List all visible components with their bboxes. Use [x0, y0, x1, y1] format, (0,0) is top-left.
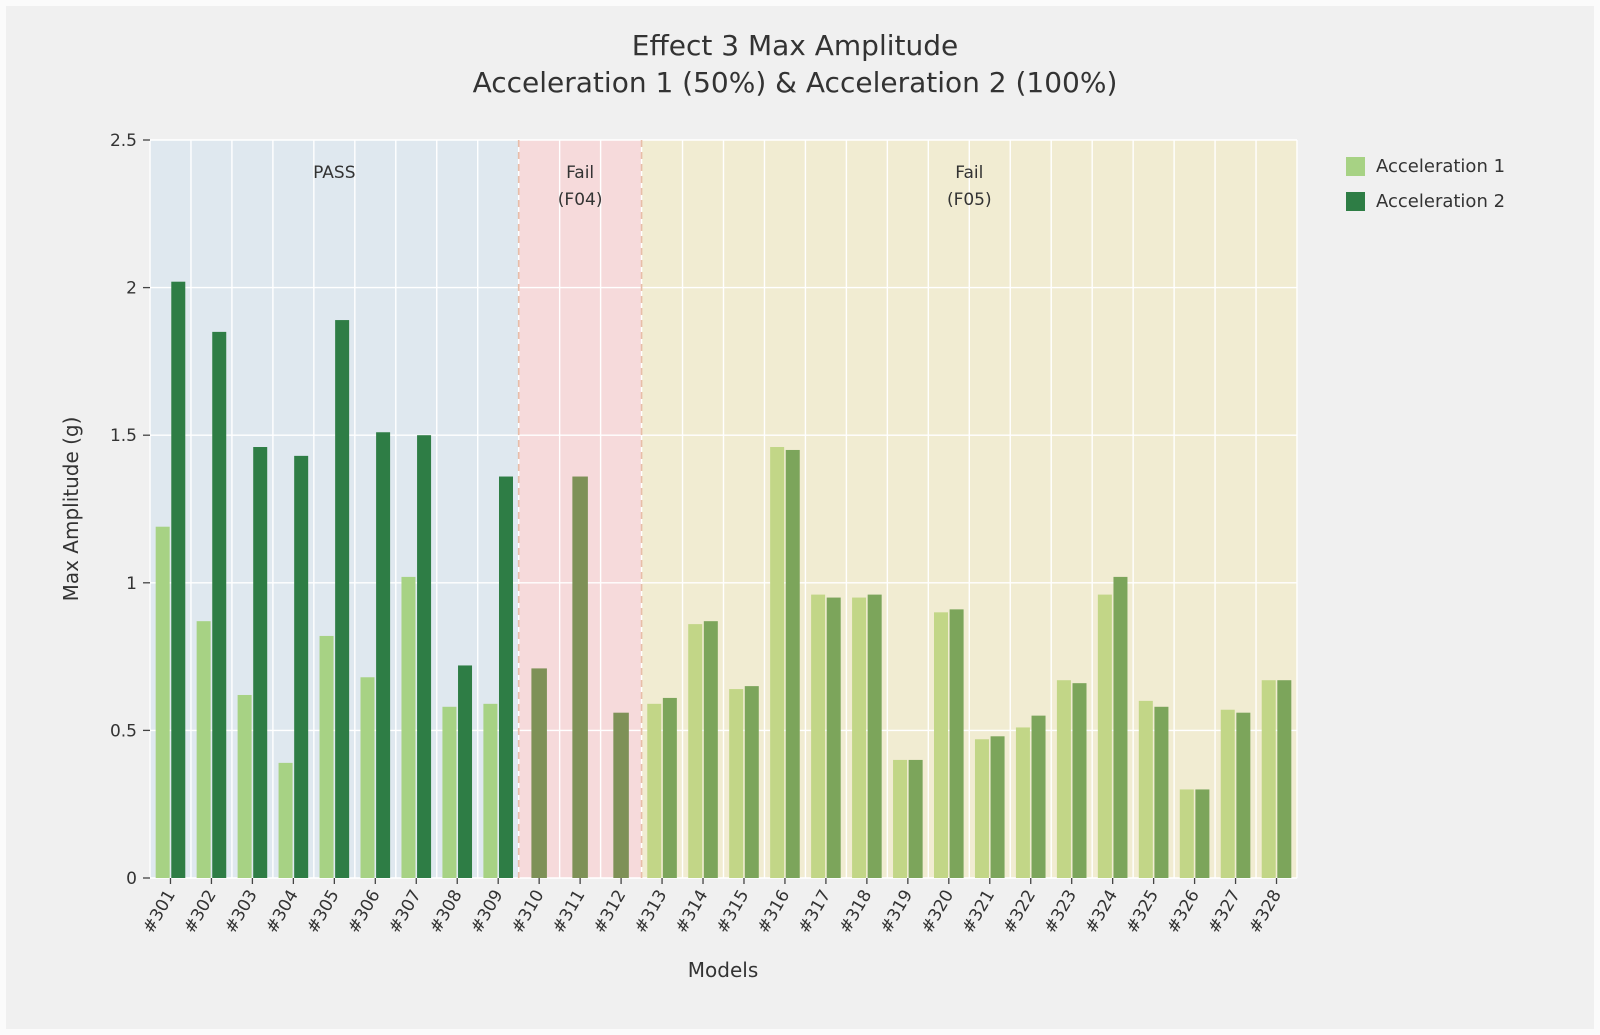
zone-label: PASS [313, 163, 355, 183]
bar-acceleration1-320 [934, 612, 949, 878]
y-tick-label: 1.5 [110, 426, 137, 446]
bar-acceleration2-303 [253, 447, 268, 878]
bar-acceleration2-315 [744, 686, 759, 878]
bar-acceleration1-301 [155, 526, 170, 878]
bar-acceleration1-328 [1261, 680, 1276, 878]
bar-acceleration1-317 [811, 594, 826, 878]
bar-acceleration1-302 [196, 621, 211, 878]
bar-acceleration1-314 [688, 624, 703, 878]
bar-acceleration1-321 [974, 739, 989, 878]
bar-acceleration1-325 [1138, 700, 1153, 878]
bar-acceleration1-305 [319, 635, 334, 878]
zone-background-pass [150, 140, 519, 878]
legend-swatch-acceleration-2 [1346, 192, 1365, 211]
bar-acceleration2-316 [785, 449, 800, 878]
bar-acceleration2-324 [1113, 576, 1128, 878]
bar-acceleration2-312 [613, 712, 629, 878]
bar-acceleration2-319 [908, 759, 923, 878]
bar-acceleration1-319 [893, 759, 908, 878]
bar-acceleration2-328 [1277, 680, 1292, 878]
bar-acceleration1-323 [1056, 680, 1071, 878]
zone-sublabel: (F05) [947, 190, 992, 210]
bar-acceleration2-308 [458, 665, 473, 878]
bar-acceleration2-313 [662, 697, 677, 878]
bar-acceleration1-318 [852, 597, 867, 878]
bar-acceleration1-303 [237, 694, 252, 878]
y-axis-label: Max Amplitude (g) [59, 417, 83, 602]
bar-acceleration1-306 [360, 677, 375, 878]
bar-acceleration1-307 [401, 576, 416, 878]
bar-acceleration2-327 [1236, 712, 1251, 878]
bar-acceleration2-304 [294, 455, 309, 878]
legend-label-acceleration-1: Acceleration 1 [1376, 156, 1505, 177]
bar-acceleration1-324 [1097, 594, 1112, 878]
y-tick-label: 0 [126, 869, 137, 889]
bar-acceleration2-306 [376, 432, 391, 878]
bar-acceleration2-318 [867, 594, 882, 878]
bar-acceleration2-326 [1195, 789, 1210, 878]
bar-acceleration2-323 [1072, 683, 1087, 878]
y-tick-label: 1 [126, 574, 137, 594]
bar-acceleration1-322 [1015, 727, 1030, 878]
zone-sublabel: (F04) [558, 190, 603, 210]
zone-label: Fail [955, 163, 983, 183]
bar-acceleration2-307 [417, 435, 432, 878]
legend: Acceleration 1 Acceleration 2 [1346, 156, 1505, 212]
chart-title-line1: Effect 3 Max Amplitude [632, 29, 958, 62]
bar-acceleration1-308 [442, 706, 457, 878]
bar-acceleration1-309 [483, 703, 498, 878]
bar-acceleration1-315 [729, 689, 744, 878]
bar-acceleration2-314 [703, 621, 718, 878]
bar-acceleration2-320 [949, 609, 964, 878]
plot-area: PASS Fail(F04)Fail(F05)00.511.522.5#301 #3… [110, 131, 1298, 937]
x-axis-label: Models [688, 958, 758, 982]
y-tick-label: 2 [126, 279, 137, 299]
legend-label-acceleration-2: Acceleration 2 [1376, 191, 1505, 212]
bar-acceleration2-302 [212, 331, 227, 878]
bar-acceleration1-326 [1179, 789, 1194, 878]
bar-acceleration2-305 [335, 320, 350, 878]
bar-acceleration2-322 [1031, 715, 1046, 878]
zone-label: Fail [566, 163, 594, 183]
bar-acceleration1-313 [647, 703, 662, 878]
y-tick-label: 2.5 [110, 131, 137, 151]
bar-acceleration2-301 [171, 281, 186, 878]
chart-title-line2: Acceleration 1 (50%) & Acceleration 2 (1… [473, 66, 1118, 99]
bar-acceleration2-317 [826, 597, 841, 878]
bar-acceleration1-327 [1220, 709, 1235, 878]
bar-acceleration1-316 [770, 447, 785, 878]
bar-acceleration2-321 [990, 736, 1005, 878]
y-tick-label: 0.5 [110, 721, 137, 741]
bar-acceleration2-325 [1154, 706, 1169, 878]
legend-swatch-acceleration-1 [1346, 157, 1365, 176]
bar-acceleration1-304 [278, 762, 293, 878]
bar-acceleration2-309 [498, 476, 513, 878]
bar-acceleration2-311 [572, 476, 588, 878]
bar-acceleration2-310 [531, 668, 547, 878]
